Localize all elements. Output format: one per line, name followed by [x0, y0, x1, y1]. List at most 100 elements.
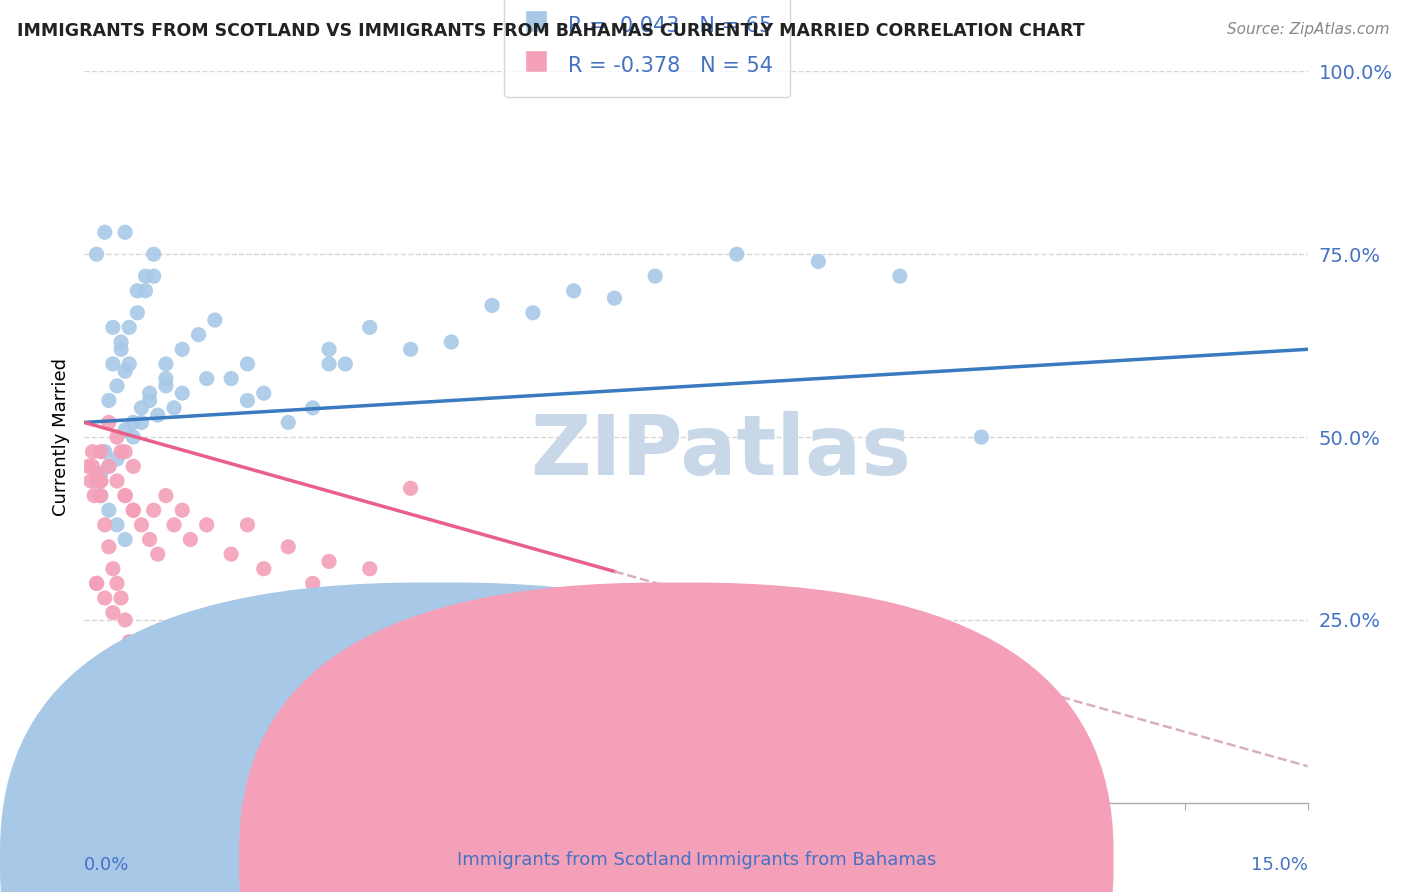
Point	[127, 306, 149, 320]
Point	[93, 591, 115, 605]
Point	[97, 540, 120, 554]
Point	[97, 393, 120, 408]
Point	[135, 664, 157, 678]
Point	[301, 576, 323, 591]
Point	[807, 254, 830, 268]
Point	[90, 444, 112, 458]
Point	[110, 444, 132, 458]
Point	[93, 225, 115, 239]
Point	[114, 489, 136, 503]
Point	[118, 357, 141, 371]
Point	[82, 459, 104, 474]
Point	[163, 517, 186, 532]
Point	[359, 320, 381, 334]
Point	[101, 320, 124, 334]
Point	[562, 284, 585, 298]
Point	[204, 313, 226, 327]
Point	[172, 343, 194, 357]
Point	[114, 613, 136, 627]
Point	[163, 401, 186, 415]
Point	[138, 533, 160, 547]
Point	[105, 576, 128, 591]
Point	[142, 503, 165, 517]
Point	[172, 503, 194, 517]
Point	[97, 459, 120, 474]
Point	[142, 269, 165, 284]
Point	[219, 547, 242, 561]
Point	[135, 269, 157, 284]
Point	[277, 416, 299, 430]
Point	[603, 291, 626, 305]
Point	[522, 306, 544, 320]
Point	[195, 371, 218, 385]
Point	[219, 371, 242, 385]
Point	[97, 503, 120, 517]
Point	[122, 416, 145, 430]
Point	[101, 562, 124, 576]
Text: Immigrants from Bahamas: Immigrants from Bahamas	[696, 851, 936, 869]
Point	[562, 664, 585, 678]
Point	[122, 430, 145, 444]
Point	[301, 401, 323, 415]
Point	[146, 408, 169, 422]
Point	[236, 357, 259, 371]
Point	[155, 489, 177, 503]
Point	[118, 635, 141, 649]
Point	[77, 459, 100, 474]
Point	[236, 517, 259, 532]
Text: IMMIGRANTS FROM SCOTLAND VS IMMIGRANTS FROM BAHAMAS CURRENTLY MARRIED CORRELATIO: IMMIGRANTS FROM SCOTLAND VS IMMIGRANTS F…	[17, 22, 1084, 40]
Point	[90, 474, 112, 488]
Point	[481, 298, 503, 312]
Point	[195, 517, 218, 532]
Point	[114, 533, 136, 547]
Point	[110, 334, 132, 349]
Text: Source: ZipAtlas.com: Source: ZipAtlas.com	[1226, 22, 1389, 37]
Point	[82, 444, 104, 458]
Point	[138, 386, 160, 401]
Point	[101, 357, 124, 371]
Point	[122, 503, 145, 517]
Point	[142, 247, 165, 261]
Text: ZIPatlas: ZIPatlas	[530, 411, 911, 492]
Point	[725, 247, 748, 261]
Point	[172, 386, 194, 401]
Point	[122, 503, 145, 517]
Point	[90, 489, 112, 503]
Point	[105, 430, 128, 444]
Point	[318, 357, 340, 371]
Point	[179, 533, 201, 547]
Point	[481, 613, 503, 627]
Point	[335, 357, 357, 371]
Point	[105, 452, 128, 467]
Legend: R =  0.043   N = 65, R = -0.378   N = 54: R = 0.043 N = 65, R = -0.378 N = 54	[503, 0, 790, 96]
Point	[101, 606, 124, 620]
Point	[86, 467, 108, 481]
Point	[114, 364, 136, 378]
Point	[105, 517, 128, 532]
Point	[359, 562, 381, 576]
Point	[253, 386, 276, 401]
Text: 0.0%: 0.0%	[84, 856, 129, 874]
Point	[114, 225, 136, 239]
Point	[155, 379, 177, 393]
Point	[146, 547, 169, 561]
Point	[118, 635, 141, 649]
Point	[93, 517, 115, 532]
Point	[131, 416, 153, 430]
Point	[644, 269, 666, 284]
Point	[187, 327, 209, 342]
Point	[970, 430, 993, 444]
Point	[318, 554, 340, 568]
Point	[110, 591, 132, 605]
Point	[135, 284, 157, 298]
Y-axis label: Currently Married: Currently Married	[52, 358, 70, 516]
Point	[83, 489, 105, 503]
Point	[122, 459, 145, 474]
Text: Immigrants from Scotland: Immigrants from Scotland	[457, 851, 692, 869]
Text: 15.0%: 15.0%	[1250, 856, 1308, 874]
Point	[114, 444, 136, 458]
Point	[110, 343, 132, 357]
Point	[236, 393, 259, 408]
Point	[118, 320, 141, 334]
Point	[97, 459, 120, 474]
